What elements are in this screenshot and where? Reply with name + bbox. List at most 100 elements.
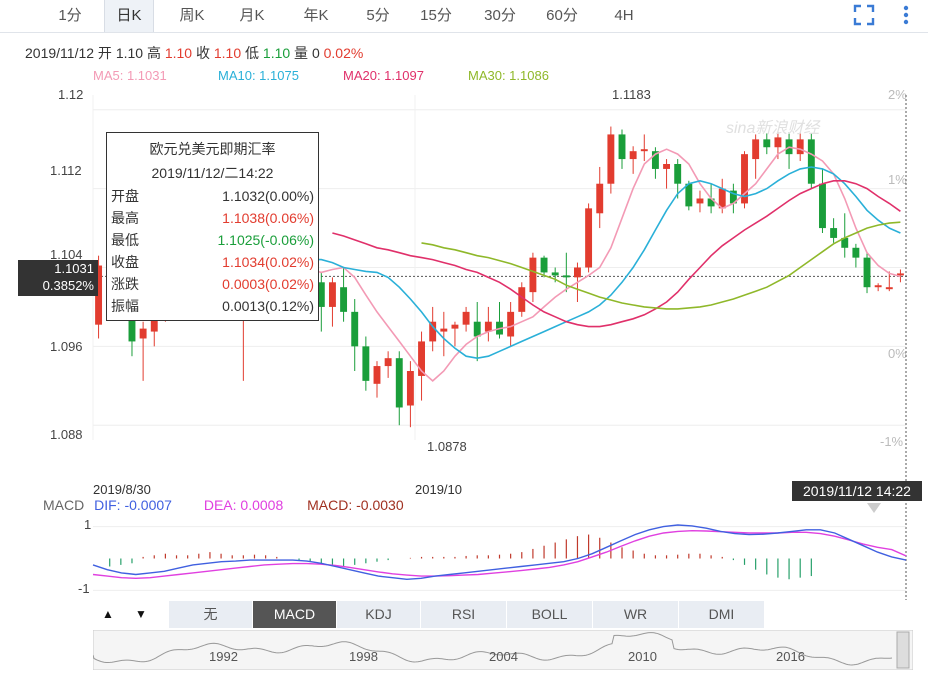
tab-monthly-k[interactable]: 月K: [239, 7, 265, 24]
indicator-rsi-button[interactable]: RSI: [421, 601, 507, 628]
more-vertical-icon[interactable]: [894, 4, 918, 28]
dif-line: [92, 524, 907, 581]
candle-body: [362, 346, 370, 381]
candle-body: [663, 164, 671, 169]
tab-daily-k[interactable]: 日K: [104, 0, 154, 32]
tab-15min[interactable]: 15分: [420, 7, 452, 24]
navigator-year: 1998: [349, 649, 378, 664]
ma10-line: [220, 166, 901, 360]
candle-body: [819, 183, 826, 229]
close-value: 1.10: [213, 45, 242, 61]
candle-body: [139, 328, 147, 339]
fullscreen-icon[interactable]: [852, 4, 876, 28]
candle-body: [328, 282, 336, 307]
ma5-legend: MA5: 1.1031: [93, 68, 167, 83]
candle-body: [841, 237, 849, 248]
tab-60min[interactable]: 60分: [546, 7, 578, 24]
candle-body: [406, 371, 414, 406]
y-right-tick-label: 2%: [888, 87, 907, 102]
open-value: 1.10: [115, 45, 144, 61]
ohlc-tooltip: 欧元兑美元即期汇率 2019/11/12/二14:22 开盘 1.1032(0.0…: [106, 132, 319, 321]
tooltip-key: 涨跌: [111, 276, 139, 292]
quote-summary: 2019/11/12 开 1.10 高 1.10 收 1.10 低 1.10 量…: [25, 43, 363, 63]
macd-y-tick: 1: [84, 517, 92, 532]
tooltip-title: 欧元兑美元即期汇率: [149, 141, 276, 157]
candle-body: [774, 137, 782, 148]
candle-body: [685, 183, 693, 207]
indicator-wr-button[interactable]: WR: [593, 601, 679, 628]
candle-body: [451, 324, 459, 329]
tab-30min[interactable]: 30分: [484, 7, 516, 24]
candle-body: [484, 321, 492, 332]
candle-body: [674, 164, 682, 184]
open-label: 开: [97, 45, 112, 61]
tooltip-value: 0.0003(0.02%): [222, 276, 314, 292]
candle-body: [440, 328, 448, 332]
macd-settings-icon[interactable]: [866, 501, 882, 513]
tab-5min[interactable]: 5分: [366, 7, 390, 24]
macd-y-tick: -1: [78, 581, 90, 596]
low-value: 1.10: [262, 45, 291, 61]
scroll-down-icon[interactable]: ▼: [135, 607, 147, 621]
dea-line: [92, 529, 907, 580]
cursor-pct: 0.3852%: [42, 278, 94, 293]
volume-label: 量: [294, 45, 309, 61]
tab-weekly-k[interactable]: 周K: [179, 7, 205, 24]
indicator-none-button[interactable]: 无: [169, 601, 253, 628]
close-label: 收: [195, 45, 210, 61]
volume-value: 0: [311, 45, 320, 61]
candle-body: [507, 311, 515, 337]
tab-1min[interactable]: 1分: [58, 7, 82, 24]
cursor-price: 1.1031: [54, 261, 94, 276]
candle-body: [807, 139, 815, 184]
tooltip-key: 最低: [111, 232, 139, 248]
y-right-tick-label: 0%: [888, 346, 907, 361]
candle-body: [763, 139, 771, 148]
high-label: 高: [146, 45, 161, 61]
candle-body: [796, 139, 804, 155]
indicator-kdj-button[interactable]: KDJ: [337, 601, 421, 628]
candle-body: [418, 341, 425, 376]
history-navigator[interactable]: [93, 630, 913, 670]
candle-body: [384, 358, 392, 367]
tooltip-value: 1.1038(0.06%): [222, 210, 314, 226]
y-tick-label: 1.088: [50, 427, 83, 442]
candle-body: [596, 183, 604, 214]
max-price-annotation: 1.1183: [612, 87, 651, 102]
candle-body: [729, 190, 737, 204]
navigator-year: 2004: [489, 649, 518, 664]
tab-yearly-k[interactable]: 年K: [303, 7, 329, 24]
indicator-macd-button[interactable]: MACD: [253, 601, 337, 628]
sina-watermark: sina新浪财经: [726, 120, 820, 137]
dif-value: DIF: -0.0007: [94, 497, 172, 513]
candle-body: [585, 208, 593, 268]
candle-body: [473, 321, 481, 337]
x-tick-label: 2019/8/30: [93, 482, 151, 497]
candle-body: [629, 151, 637, 160]
macd-value: MACD: -0.0030: [307, 497, 404, 513]
scroll-up-icon[interactable]: ▲: [102, 607, 114, 621]
candle-body: [574, 267, 581, 278]
candle-body: [752, 139, 760, 160]
period-tabs: 1分 日K 周K 月K 年K 5分 15分 30分 60分 4H: [0, 0, 928, 32]
tooltip-value: 1.1034(0.02%): [222, 254, 314, 270]
ma20-legend: MA20: 1.1097: [343, 68, 424, 83]
candle-body: [496, 321, 503, 335]
change-pct: 0.02%: [323, 45, 364, 61]
tooltip-key: 开盘: [111, 188, 139, 204]
indicator-dmi-button[interactable]: DMI: [679, 601, 765, 628]
tab-4h[interactable]: 4H: [614, 7, 634, 24]
candle-body: [518, 287, 526, 312]
candle-body: [529, 257, 537, 293]
navigator-year: 2010: [628, 649, 657, 664]
indicator-boll-button[interactable]: BOLL: [507, 601, 593, 628]
tooltip-value: 1.1025(-0.06%): [217, 232, 314, 248]
ma30-legend: MA30: 1.1086: [468, 68, 549, 83]
candle-body: [718, 188, 726, 209]
tooltip-value: 1.1032(0.00%): [222, 188, 314, 204]
candle-body: [651, 151, 659, 169]
candle-body: [863, 257, 871, 288]
ma30-line: [421, 221, 901, 310]
candle-body: [785, 139, 793, 155]
